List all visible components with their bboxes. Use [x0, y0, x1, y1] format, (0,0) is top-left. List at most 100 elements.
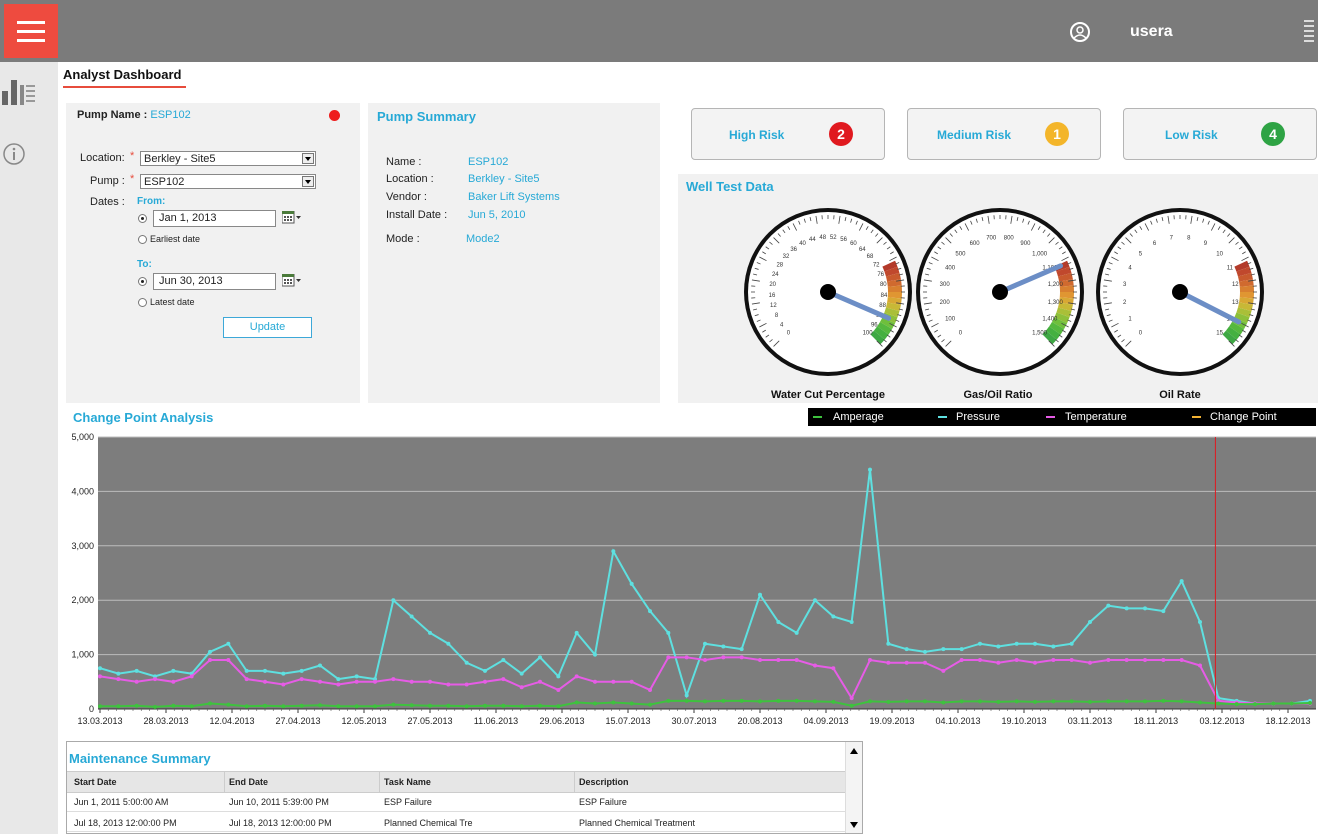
- series-point-temperature: [1180, 658, 1184, 662]
- calendar-icon[interactable]: [282, 211, 302, 226]
- gauge-tick-label: 800: [1004, 236, 1015, 242]
- legend-amperage[interactable]: Amperage: [833, 411, 884, 423]
- low-risk-card[interactable]: Low Risk 4: [1123, 108, 1317, 160]
- from-date-input[interactable]: Jan 1, 2013: [153, 210, 276, 227]
- series-point-pressure: [465, 661, 469, 665]
- summary-mode-label: Mode :: [386, 233, 420, 245]
- series-point-amperage: [960, 699, 964, 703]
- to-date-radio[interactable]: [138, 277, 147, 286]
- series-point-temperature: [373, 680, 377, 684]
- col-start-date[interactable]: Start Date: [74, 777, 117, 787]
- y-tick-label: 2,000: [71, 595, 94, 605]
- x-tick-label: 04.10.2013: [935, 716, 980, 726]
- series-point-temperature: [281, 683, 285, 687]
- series-point-temperature: [611, 680, 615, 684]
- earliest-date-radio[interactable]: [138, 235, 147, 244]
- info-icon[interactable]: [2, 142, 26, 166]
- from-date-radio[interactable]: [138, 214, 147, 223]
- series-point-temperature: [1033, 661, 1037, 665]
- medium-risk-card[interactable]: Medium Risk 1: [907, 108, 1101, 160]
- gauge-tick-label: 80: [880, 282, 887, 288]
- series-point-pressure: [685, 693, 689, 697]
- summary-mode-value: Mode2: [466, 233, 500, 245]
- series-point-amperage: [281, 704, 285, 708]
- username[interactable]: usera: [1130, 23, 1173, 41]
- summary-install-label: Install Date :: [386, 209, 447, 221]
- series-point-amperage: [318, 703, 322, 707]
- gauge-tick-label: 100: [945, 316, 956, 322]
- cell: Jul 18, 2013 12:00:00 PM: [229, 818, 332, 828]
- series-point-amperage: [575, 700, 579, 704]
- series-point-pressure: [245, 669, 249, 673]
- series-point-amperage: [1180, 699, 1184, 703]
- series-point-amperage: [868, 699, 872, 703]
- series-point-amperage: [831, 700, 835, 704]
- col-end-date[interactable]: End Date: [229, 777, 268, 787]
- calendar-icon[interactable]: [282, 274, 302, 289]
- pump-select[interactable]: ESP102: [140, 174, 316, 189]
- gauge-hub: [820, 284, 836, 300]
- high-risk-card[interactable]: High Risk 2: [691, 108, 885, 160]
- dashboard-icon[interactable]: [2, 80, 38, 106]
- col-description[interactable]: Description: [579, 777, 629, 787]
- table-scrollbar[interactable]: [845, 742, 862, 833]
- series-point-amperage: [208, 702, 212, 706]
- table-row[interactable]: Jun 1, 2011 5:00:00 AM Jun 10, 2011 5:39…: [67, 793, 847, 812]
- series-point-pressure: [978, 642, 982, 646]
- series-point-temperature: [208, 658, 212, 662]
- table-row[interactable]: Jul 18, 2013 12:00:00 PM Jul 18, 2013 12…: [67, 813, 847, 832]
- series-point-amperage: [226, 703, 230, 707]
- gauge-tick-label: 1,000: [1032, 251, 1048, 257]
- gauge-hub: [992, 284, 1008, 300]
- legend-swatch-temperature: [1046, 416, 1055, 418]
- gauge-tick-label: 500: [955, 251, 966, 257]
- series-point-amperage: [1308, 701, 1312, 705]
- latest-date-radio[interactable]: [138, 298, 147, 307]
- series-point-pressure: [1106, 604, 1110, 608]
- series-point-temperature: [263, 680, 267, 684]
- series-point-pressure: [886, 642, 890, 646]
- series-point-amperage: [245, 704, 249, 708]
- dates-label: Dates :: [90, 196, 125, 208]
- col-task-name[interactable]: Task Name: [384, 777, 431, 787]
- x-tick-label: 03.11.2013: [1068, 716, 1112, 726]
- gauge-tick-label: 36: [790, 247, 797, 253]
- series-point-amperage: [538, 704, 542, 708]
- from-label: From:: [137, 196, 165, 207]
- legend-temperature[interactable]: Temperature: [1065, 411, 1127, 423]
- low-risk-count: 4: [1261, 122, 1285, 146]
- series-point-amperage: [428, 704, 432, 708]
- medium-risk-label: Medium Risk: [937, 128, 1011, 142]
- series-point-temperature: [758, 658, 762, 662]
- user-icon[interactable]: [1070, 22, 1090, 42]
- gauge-tick-label: 60: [850, 241, 857, 247]
- series-point-pressure: [996, 644, 1000, 648]
- series-point-amperage: [923, 699, 927, 703]
- series-point-pressure: [850, 620, 854, 624]
- chart-legend: Amperage Pressure Temperature Change Poi…: [808, 408, 1316, 426]
- to-date-input[interactable]: Jun 30, 2013: [153, 273, 276, 290]
- series-point-temperature: [428, 680, 432, 684]
- sidebar: [0, 62, 58, 834]
- gauge-tick-label: 12: [770, 303, 777, 309]
- gauge-tick-label: 1,400: [1042, 316, 1058, 322]
- gauge-tick-label: 10: [1216, 251, 1223, 257]
- legend-swatch-amperage: [813, 416, 822, 418]
- series-point-amperage: [98, 704, 102, 708]
- summary-vendor-value: Baker Lift Systems: [468, 191, 560, 203]
- legend-pressure[interactable]: Pressure: [956, 411, 1000, 423]
- update-button[interactable]: Update: [223, 317, 312, 338]
- hamburger-menu-button[interactable]: [4, 4, 58, 58]
- top-bar: usera: [0, 0, 1318, 62]
- location-select-value: Berkley - Site5: [144, 153, 216, 165]
- series-point-amperage: [905, 699, 909, 703]
- y-tick-label: 3,000: [71, 541, 94, 551]
- gauge-tick-label: 12: [1232, 282, 1239, 288]
- location-select[interactable]: Berkley - Site5: [140, 151, 316, 166]
- signal-bars-icon[interactable]: [1304, 20, 1314, 46]
- gauge-tick-label: 11: [1227, 266, 1234, 272]
- legend-change-point[interactable]: Change Point: [1210, 411, 1277, 423]
